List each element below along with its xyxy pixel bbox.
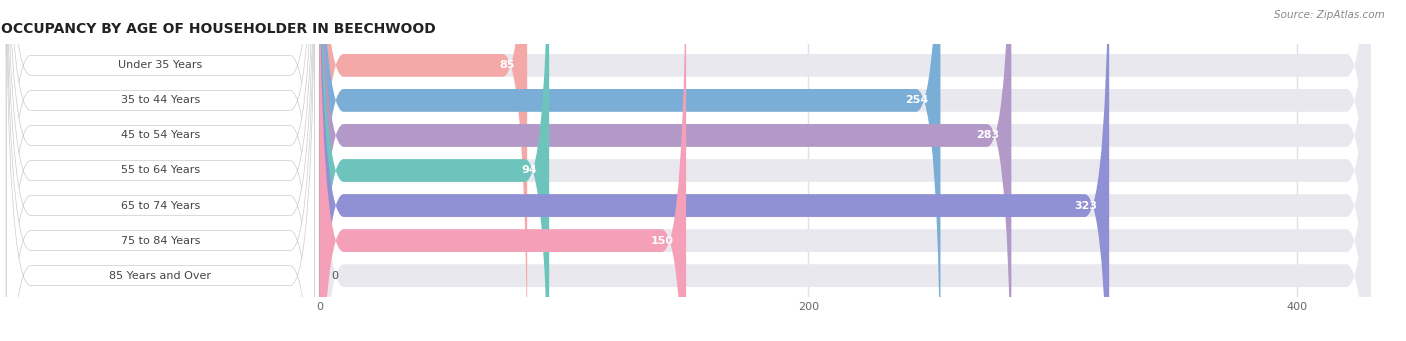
Text: 45 to 54 Years: 45 to 54 Years xyxy=(121,131,200,140)
Text: OCCUPANCY BY AGE OF HOUSEHOLDER IN BEECHWOOD: OCCUPANCY BY AGE OF HOUSEHOLDER IN BEECH… xyxy=(1,22,436,36)
FancyBboxPatch shape xyxy=(319,0,686,341)
FancyBboxPatch shape xyxy=(319,0,1371,341)
FancyBboxPatch shape xyxy=(319,0,1371,341)
FancyBboxPatch shape xyxy=(6,0,315,341)
FancyBboxPatch shape xyxy=(6,0,315,341)
Text: 0: 0 xyxy=(332,271,339,281)
Text: 254: 254 xyxy=(905,95,928,105)
Text: 65 to 74 Years: 65 to 74 Years xyxy=(121,201,200,210)
Text: 85 Years and Over: 85 Years and Over xyxy=(110,271,211,281)
FancyBboxPatch shape xyxy=(319,0,1371,341)
FancyBboxPatch shape xyxy=(319,0,1109,341)
Text: 35 to 44 Years: 35 to 44 Years xyxy=(121,95,200,105)
Text: 150: 150 xyxy=(651,236,673,246)
FancyBboxPatch shape xyxy=(6,0,315,341)
FancyBboxPatch shape xyxy=(6,0,315,341)
Text: 85: 85 xyxy=(499,60,515,70)
Text: Under 35 Years: Under 35 Years xyxy=(118,60,202,70)
FancyBboxPatch shape xyxy=(6,0,315,341)
Text: 323: 323 xyxy=(1074,201,1097,210)
FancyBboxPatch shape xyxy=(319,0,941,341)
FancyBboxPatch shape xyxy=(319,0,1371,341)
FancyBboxPatch shape xyxy=(6,0,315,341)
Text: 75 to 84 Years: 75 to 84 Years xyxy=(121,236,200,246)
FancyBboxPatch shape xyxy=(6,0,315,341)
Text: 55 to 64 Years: 55 to 64 Years xyxy=(121,165,200,176)
FancyBboxPatch shape xyxy=(319,0,1371,341)
FancyBboxPatch shape xyxy=(319,0,1011,341)
FancyBboxPatch shape xyxy=(319,0,1371,341)
FancyBboxPatch shape xyxy=(319,0,1371,341)
Text: Source: ZipAtlas.com: Source: ZipAtlas.com xyxy=(1274,10,1385,20)
Text: 94: 94 xyxy=(522,165,537,176)
FancyBboxPatch shape xyxy=(319,0,550,341)
Text: 283: 283 xyxy=(976,131,1000,140)
FancyBboxPatch shape xyxy=(319,0,527,341)
